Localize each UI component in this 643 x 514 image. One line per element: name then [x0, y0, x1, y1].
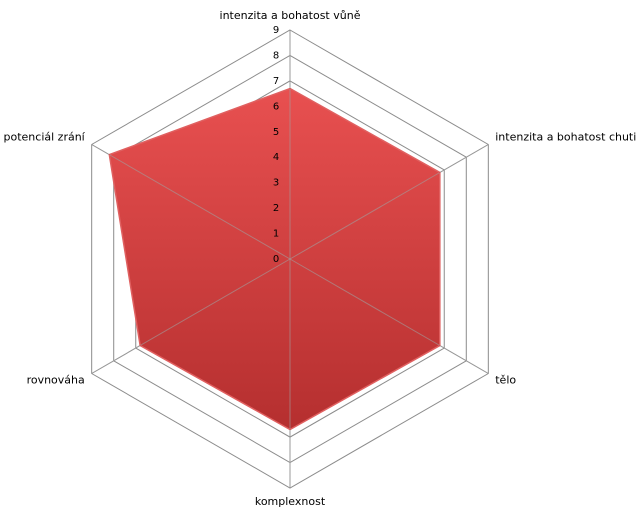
- r-tick-label: 7: [273, 76, 279, 87]
- r-tick-label: 9: [273, 25, 279, 36]
- data-point: [289, 428, 291, 430]
- spoke-overlay: [91, 258, 291, 374]
- r-tick-label: 1: [273, 229, 279, 240]
- r-tick-label: 4: [273, 152, 279, 163]
- r-tick-label: 2: [273, 203, 279, 214]
- data-point: [108, 154, 110, 156]
- r-tick-label: 3: [273, 178, 279, 189]
- r-tick-label: 0: [273, 254, 279, 265]
- data-point: [439, 171, 441, 173]
- data-point: [439, 345, 441, 347]
- category-label: potenciál zrání: [4, 131, 86, 144]
- data-point: [289, 88, 291, 90]
- category-label: tělo: [495, 374, 516, 387]
- spoke-overlay: [91, 144, 291, 260]
- r-tick-label: 8: [273, 50, 279, 61]
- spoke-overlay: [289, 258, 489, 374]
- category-label: rovnováha: [27, 374, 85, 387]
- r-tick-label: 6: [273, 101, 279, 112]
- data-point: [139, 345, 141, 347]
- category-label: intenzita a bohatost vůně: [220, 9, 361, 22]
- r-tick-label: 5: [273, 127, 279, 138]
- category-label: komplexnost: [255, 495, 326, 508]
- spoke-overlay: [289, 144, 489, 260]
- category-label: intenzita a bohatost chuti: [495, 131, 636, 144]
